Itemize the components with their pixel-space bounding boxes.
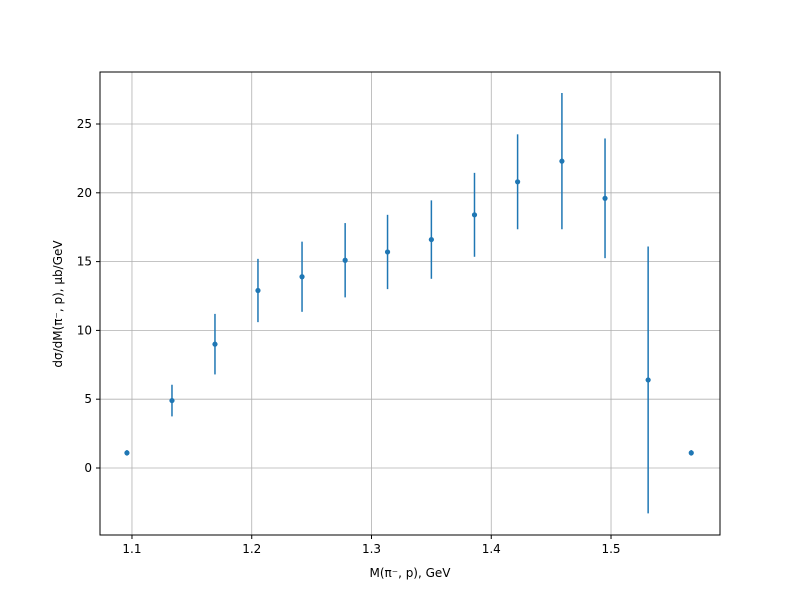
x-tick-label: 1.4 xyxy=(482,542,501,556)
y-tick-label: 5 xyxy=(84,392,92,406)
data-point xyxy=(342,257,348,263)
data-point xyxy=(124,450,130,456)
x-tick-label: 1.2 xyxy=(242,542,261,556)
data-point xyxy=(255,287,261,294)
y-tick-label: 0 xyxy=(84,461,92,475)
data-point xyxy=(471,212,478,218)
y-tick-label: 15 xyxy=(77,255,92,269)
y-tick-label: 25 xyxy=(77,117,92,131)
y-tick-label: 10 xyxy=(77,323,92,337)
y-axis-label: dσ/dM(π⁻, p), µb/GeV xyxy=(51,240,65,368)
x-axis-label: M(π⁻, p), GeV xyxy=(369,566,451,580)
data-point xyxy=(645,377,651,383)
data-point xyxy=(559,158,565,164)
data-point xyxy=(688,450,694,456)
data-point xyxy=(428,236,434,243)
data-point xyxy=(169,397,175,404)
x-tick-label: 1.5 xyxy=(601,542,620,556)
data-point xyxy=(212,341,218,347)
data-point xyxy=(384,249,391,255)
data-point xyxy=(602,195,608,201)
x-tick-label: 1.3 xyxy=(362,542,381,556)
data-point xyxy=(515,179,521,185)
data-point xyxy=(299,274,305,280)
plot-frame xyxy=(99,71,721,536)
x-tick-label: 1.1 xyxy=(122,542,141,556)
y-tick-label: 20 xyxy=(77,186,92,200)
